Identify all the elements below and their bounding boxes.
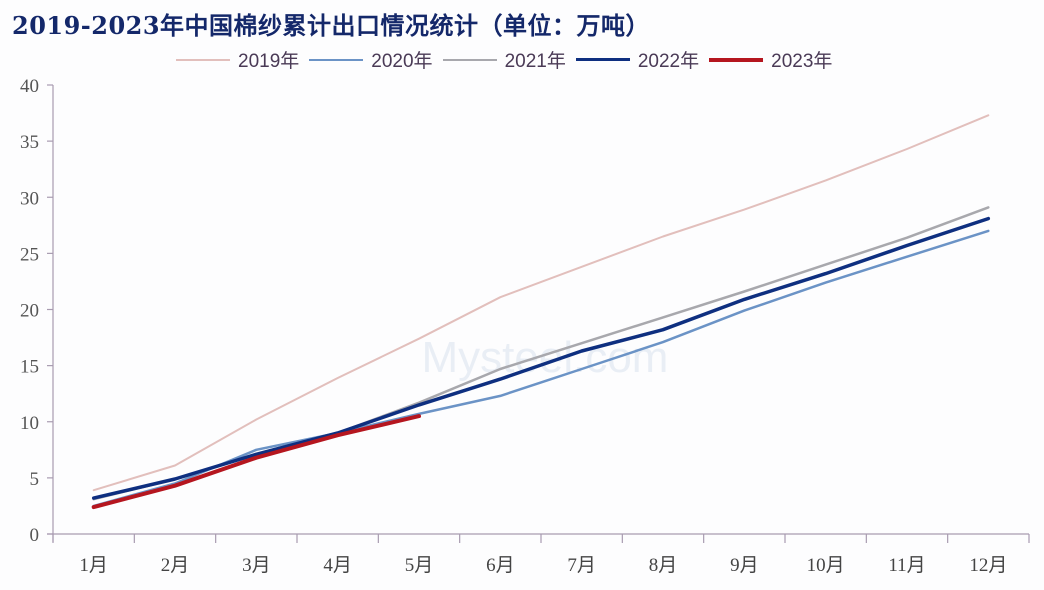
legend-item-2022: 2022年 bbox=[575, 46, 700, 73]
y-tick-label: 30 bbox=[20, 188, 39, 209]
chart-title: 2019-2023年中国棉纱累计出口情况统计（单位：万吨） bbox=[12, 11, 651, 40]
watermark: Mysteel.com bbox=[422, 333, 669, 382]
y-tick-label: 40 bbox=[20, 76, 39, 97]
legend-line-icon bbox=[575, 58, 630, 61]
series-line-2020 bbox=[92, 229, 990, 508]
y-tick-label: 20 bbox=[20, 301, 39, 322]
x-tick-label: 5月 bbox=[405, 555, 434, 576]
legend-label: 2020年 bbox=[371, 51, 433, 72]
legend-line-icon bbox=[442, 58, 497, 61]
x-tick-label: 6月 bbox=[486, 555, 515, 576]
legend-line-icon bbox=[709, 57, 764, 62]
x-tick-label: 8月 bbox=[649, 555, 678, 576]
legend-item-2023: 2023年 bbox=[709, 46, 832, 73]
legend-item-2020: 2020年 bbox=[309, 46, 433, 73]
y-tick-label: 0 bbox=[30, 525, 40, 546]
x-tick-label: 7月 bbox=[567, 555, 596, 576]
series-line-2023 bbox=[91, 414, 421, 510]
legend-label: 2021年 bbox=[504, 51, 566, 72]
legend-label: 2023年 bbox=[771, 51, 833, 72]
x-tick-label: 9月 bbox=[730, 555, 759, 576]
y-tick-label: 15 bbox=[20, 357, 39, 378]
y-tick-label: 35 bbox=[20, 132, 39, 153]
x-tick-label: 10月 bbox=[807, 555, 845, 576]
x-tick-label: 2月 bbox=[161, 555, 190, 576]
legend-item-2019: 2019年 bbox=[176, 46, 299, 73]
chart-legend: 2019年 2020年 2021年 2022年 2023年 bbox=[176, 46, 842, 73]
y-tick-label: 10 bbox=[20, 413, 39, 434]
x-tick-label: 4月 bbox=[323, 555, 352, 576]
legend-line-icon bbox=[309, 58, 364, 61]
x-tick-label: 3月 bbox=[242, 555, 271, 576]
x-tick-label: 12月 bbox=[969, 555, 1007, 576]
series-line-2022 bbox=[91, 216, 991, 500]
legend-line-icon bbox=[176, 58, 230, 61]
x-tick-label: 11月 bbox=[888, 555, 925, 576]
series-line-2019 bbox=[92, 114, 990, 492]
y-tick-label: 25 bbox=[20, 244, 39, 265]
legend-label: 2022年 bbox=[637, 51, 700, 72]
legend-label: 2019年 bbox=[238, 51, 300, 72]
x-tick-label: 1月 bbox=[79, 555, 108, 576]
legend-item-2021: 2021年 bbox=[442, 46, 566, 73]
y-tick-label: 5 bbox=[30, 469, 40, 490]
